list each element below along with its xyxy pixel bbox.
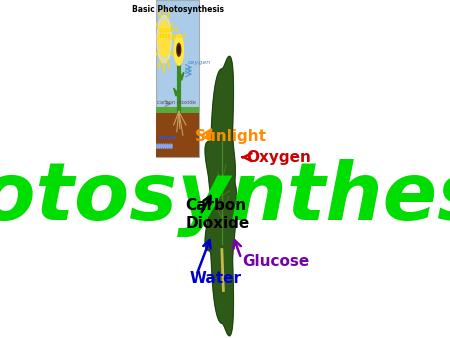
Text: Carbon
Dioxide: Carbon Dioxide	[185, 198, 250, 231]
Circle shape	[180, 40, 183, 50]
Circle shape	[174, 45, 177, 55]
Circle shape	[176, 34, 180, 44]
Circle shape	[169, 144, 170, 148]
Circle shape	[177, 43, 181, 56]
Circle shape	[179, 37, 182, 46]
Circle shape	[167, 144, 168, 148]
Text: oxygen: oxygen	[187, 61, 211, 65]
Text: carbon dioxide: carbon dioxide	[158, 100, 196, 105]
Circle shape	[180, 45, 184, 55]
FancyBboxPatch shape	[157, 0, 199, 157]
Circle shape	[178, 34, 181, 44]
Circle shape	[157, 144, 158, 148]
Circle shape	[176, 37, 178, 46]
Text: LIGHT
ENERGY: LIGHT ENERGY	[158, 28, 186, 39]
Circle shape	[159, 21, 170, 58]
Text: Glucose: Glucose	[242, 255, 309, 269]
Text: Photosynthesis: Photosynthesis	[0, 159, 450, 237]
Polygon shape	[174, 88, 179, 96]
Circle shape	[180, 49, 183, 59]
Circle shape	[165, 144, 166, 148]
Circle shape	[175, 49, 177, 59]
Text: Sunlight: Sunlight	[195, 129, 267, 144]
Circle shape	[178, 46, 180, 54]
Circle shape	[157, 15, 171, 63]
Circle shape	[176, 55, 180, 65]
Circle shape	[179, 53, 182, 63]
Text: Basic Photosynthesis: Basic Photosynthesis	[132, 5, 224, 14]
FancyBboxPatch shape	[157, 113, 199, 157]
Circle shape	[159, 144, 160, 148]
Circle shape	[161, 144, 162, 148]
Circle shape	[163, 144, 164, 148]
Text: water: water	[158, 135, 179, 140]
Polygon shape	[179, 72, 184, 80]
FancyBboxPatch shape	[157, 107, 199, 113]
Circle shape	[176, 53, 178, 63]
Text: Water: Water	[190, 271, 242, 286]
Polygon shape	[205, 56, 236, 336]
Text: Oxygen: Oxygen	[246, 150, 311, 165]
Circle shape	[171, 144, 172, 148]
Circle shape	[178, 55, 181, 65]
Circle shape	[175, 40, 177, 50]
